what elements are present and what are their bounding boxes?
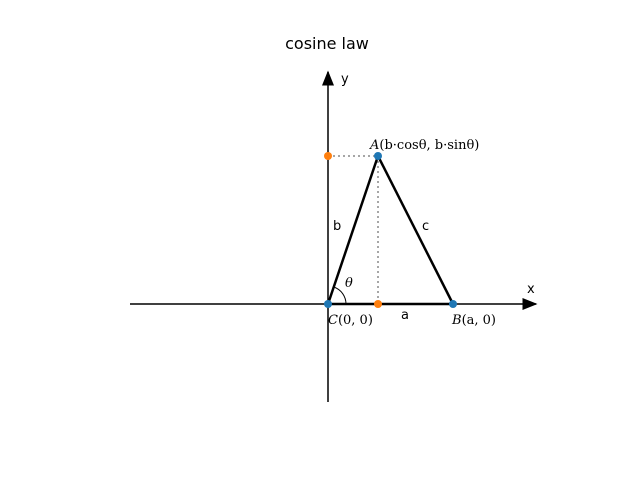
side-c-label: c <box>422 219 429 234</box>
y-axis-label: y <box>341 72 349 87</box>
vertex-c-label: C(0, 0) <box>328 313 373 328</box>
diagram-title: cosine law <box>285 34 369 53</box>
side-c <box>376 155 455 305</box>
side-b-label: b <box>333 219 341 234</box>
x-axis-label: x <box>527 282 535 297</box>
projection-point-x <box>374 300 382 308</box>
projection-point-y <box>324 152 332 160</box>
side-a-label: a <box>401 308 409 323</box>
vertex-a <box>374 152 382 160</box>
vertex-c <box>324 300 332 308</box>
angle-theta-label: θ <box>345 276 353 291</box>
angle-theta-arc <box>333 286 347 305</box>
vertex-a-label: A(b·cosθ, b·sinθ) <box>369 138 479 153</box>
vertex-b <box>449 300 457 308</box>
side-b <box>326 155 380 305</box>
vertex-b-label: B(a, 0) <box>451 313 496 328</box>
